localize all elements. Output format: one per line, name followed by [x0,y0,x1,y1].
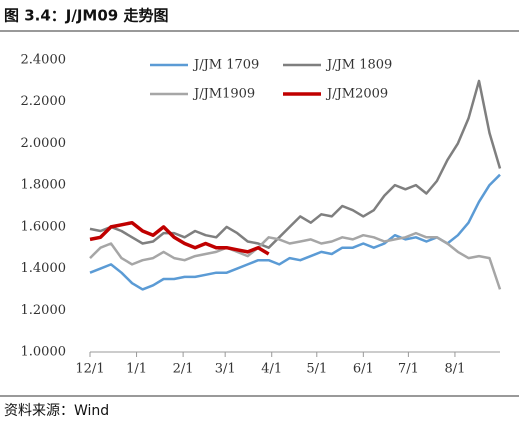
x-tick-label: 12/1 [75,362,104,377]
y-tick-label: 1.8000 [21,178,67,193]
x-tick-label: 3/1 [215,362,236,377]
legend-label: J/JM 1709 [192,58,259,73]
x-tick-label: 5/1 [306,362,327,377]
legend-label: J/JM2009 [325,87,388,102]
y-tick-label: 2.2000 [21,94,67,109]
series-line [89,173,501,291]
x-tick-label: 4/1 [261,362,282,377]
x-tick-label: 8/1 [444,362,465,377]
series-line [89,79,502,249]
y-tick-label: 1.2000 [21,303,67,318]
x-tick-label: 2/1 [173,362,194,377]
x-tick-label: 6/1 [353,362,374,377]
y-tick-label: 2.0000 [21,136,67,151]
x-tick-label: 1/1 [126,362,147,377]
source-note: 资料来源：Wind [4,403,109,419]
chart-title: 图 3.4：J/JM09 走势图 [4,7,168,25]
y-tick-label: 1.0000 [21,345,67,360]
legend-label: J/JM 1809 [325,58,392,73]
x-tick-label: 7/1 [398,362,419,377]
legend-label: J/JM1909 [192,87,255,102]
series-line [89,231,502,290]
y-tick-label: 2.4000 [21,53,67,68]
y-tick-label: 1.6000 [21,219,67,234]
y-tick-label: 1.4000 [21,261,67,276]
series-line [89,220,270,256]
